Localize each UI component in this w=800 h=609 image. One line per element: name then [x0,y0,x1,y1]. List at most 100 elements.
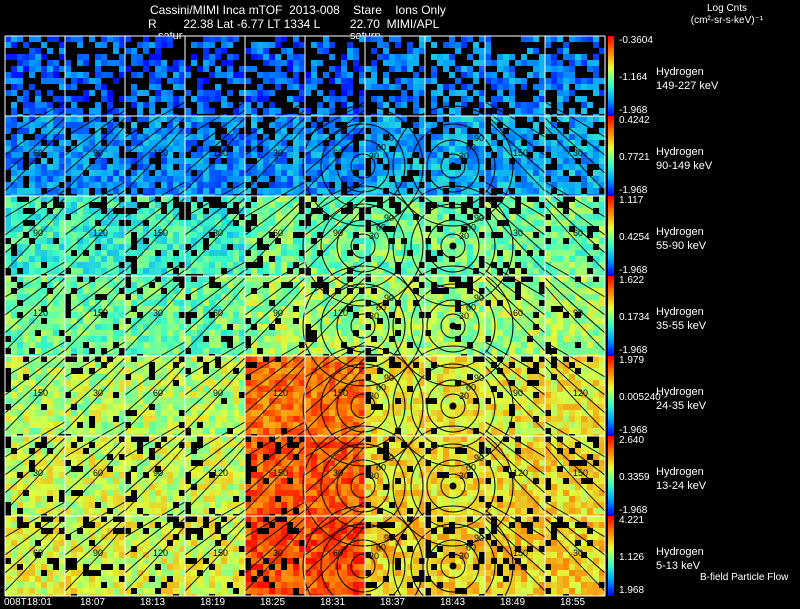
contour-group: 60 [244,181,306,272]
contour-group: 60 [4,501,66,592]
contour-label: 30 [573,148,583,158]
row-species-label: Hydrogen [656,546,704,558]
colorbar-min-label: -1.968 [619,185,648,196]
contour-label: 90 [384,453,394,463]
colorbar-max-label: 1.117 [619,195,644,206]
contour-label: 90 [93,548,103,558]
contour-label: 30 [369,551,379,561]
contour-label: 120 [273,388,288,398]
units-label: Log Cnts (cm²-sr-s-keV)⁻¹ [662,3,792,27]
contour-label: 90 [474,533,484,543]
saturn-marker [449,562,457,570]
contour-label: 90 [93,148,103,158]
contour-label: 150 [573,468,588,478]
colorbar-mid-label: 0.7721 [619,152,650,163]
contour-label: 60 [93,468,103,478]
contour-label: 60 [33,548,43,558]
contour-group: 120 [124,101,186,192]
contour-label: 60 [273,228,283,238]
contour-label: 30 [369,231,379,241]
contour-label: 150 [513,548,528,558]
contour-group: 120 [244,341,306,432]
contour-label: 90 [474,133,484,143]
contour-label: 90 [33,228,43,238]
colorbar-max-label: 2.640 [619,435,645,446]
contour-label: 30 [333,468,343,478]
contour-group: 30 [544,501,606,592]
units-line-1: Log Cnts [706,3,748,14]
colorbar-mid-label: 1.126 [619,552,645,563]
contour-group: 90 [124,421,186,512]
contour-label: 30 [369,471,379,481]
contour-group: 60 [544,181,606,272]
contour-group: 30 [184,181,246,272]
contour-label: 60 [573,228,583,238]
row-species-label: Hydrogen [656,66,704,78]
row-energy-label: 35-55 keV [656,320,707,332]
colorbar-mid-label: 0.4254 [619,232,650,243]
contour-label: 30 [273,148,283,158]
colorbar-max-label: 1.979 [619,355,645,366]
contour-label: 90 [513,388,523,398]
contour-label: 60 [376,382,386,392]
row-energy-label: 13-24 keV [656,480,707,492]
contour-label: 90 [273,308,283,318]
colorbar [608,116,614,196]
row-energy-label: 90-149 keV [656,160,713,172]
saturn-marker [449,482,457,490]
contour-label: 120 [513,468,528,478]
contour-label: 150 [213,548,228,558]
contour-label: 30 [153,308,163,318]
contour-group: 60 [124,341,186,432]
contour-label: 30 [459,151,469,161]
contour-group: 30 [64,341,126,432]
contour-group: 30 [124,261,186,352]
row-energy-label: 5-13 keV [656,560,701,572]
contour-group: 90 [64,501,126,592]
contour-label: 120 [153,148,168,158]
contour-group: 30 [544,101,606,192]
contour-label: 60 [466,142,476,152]
contour-group: 150 [484,101,546,192]
contour-label: 60 [213,308,223,318]
contour-label: 30 [93,388,103,398]
contour-label: 90 [384,373,394,383]
contour-label: 90 [474,453,484,463]
contour-group: 60 [64,421,126,512]
contour-group: 120 [4,261,66,352]
contour-label: 120 [573,388,588,398]
row-energy-label: 55-90 keV [656,240,707,252]
contour-label: 60 [466,382,476,392]
contour-group: 150 [124,181,186,272]
contour-label: 150 [273,468,288,478]
contour-label: 30 [369,151,379,161]
contour-label: 60 [376,302,386,312]
contour-label: 30 [459,471,469,481]
contour-group: 120 [64,181,126,272]
contour-group: 120 [484,421,546,512]
contour-label: 60 [513,308,523,318]
contour-group: 150 [244,421,306,512]
contour-group: 30 [244,101,306,192]
colorbar [608,36,614,116]
contour-group: 150 [184,101,246,192]
colorbar-max-label: -0.3604 [619,35,653,46]
contour-label: 90 [474,213,484,223]
contour-label: 30 [459,311,469,321]
colorbar-mid-label: 0.005240 [619,392,661,403]
time-axis-label: 18:25 [260,597,286,608]
contour-label: 120 [93,228,108,238]
contour-label: 90 [474,293,484,303]
contour-label: 90 [384,133,394,143]
contour-label: 30 [273,548,283,558]
time-axis-label: 18:55 [560,597,586,608]
saturn-marker [449,242,457,250]
contour-label: 90 [384,213,394,223]
contour-label: 90 [573,308,583,318]
contour-group: 30 [4,421,66,512]
row-energy-label: 24-35 keV [656,400,707,412]
